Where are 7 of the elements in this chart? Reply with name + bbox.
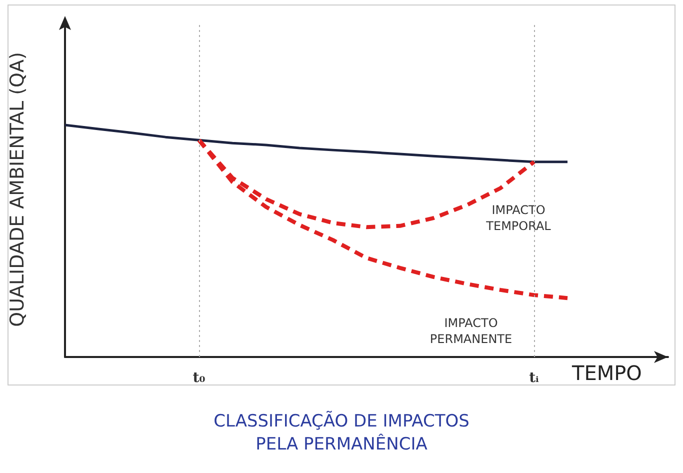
- series-label: IMPACTO TEMPORAL: [485, 203, 552, 234]
- x-axis-title: TEMPO: [571, 361, 642, 385]
- x-tick-label: tᵢ: [529, 370, 540, 386]
- text: CLASSIFICAÇÃO DE IMPACTOS PELA PERMANÊNCIA: [214, 410, 470, 454]
- y-axis-title: QUALIDADE AMBIENTAL (QA): [6, 52, 28, 327]
- series-label: IMPACTO PERMANENTE: [430, 316, 512, 346]
- x-tick-label: t₀: [192, 370, 206, 386]
